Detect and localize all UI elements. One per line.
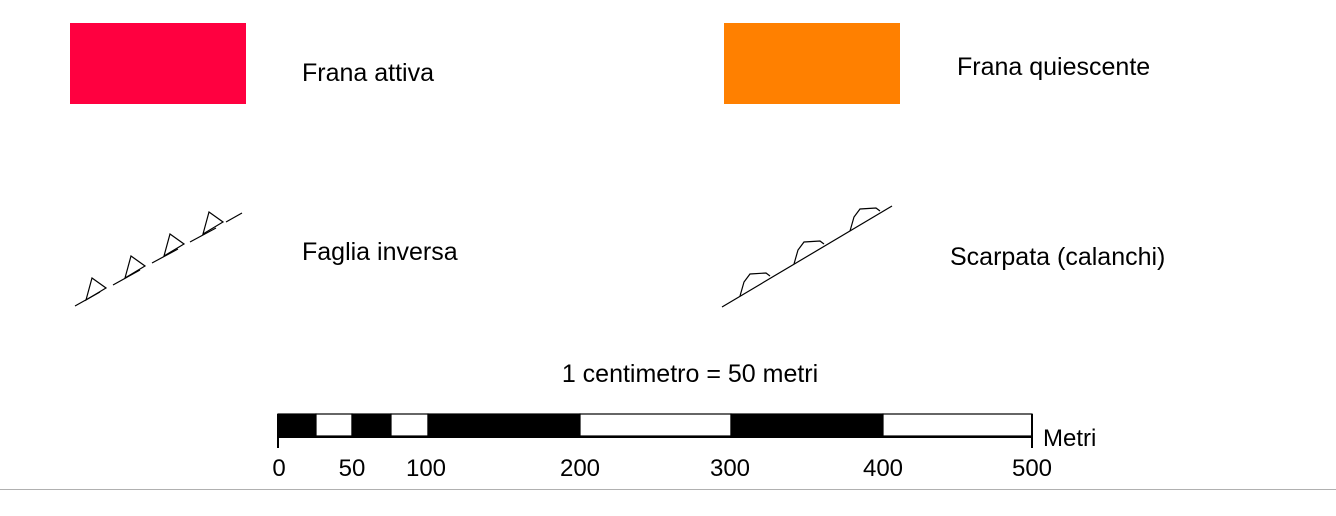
scarp-icon — [721, 205, 893, 308]
scale-segment — [390, 413, 429, 437]
scale-tick-500: 500 — [1011, 455, 1053, 482]
scale-tick-400: 400 — [862, 455, 904, 482]
scale-tick-0: 0 — [272, 455, 286, 482]
reverse-fault-label: Faglia inversa — [302, 238, 458, 266]
scale-caption: 1 centimetro = 50 metri — [561, 360, 819, 388]
quiescent-landslide-label: Frana quiescente — [957, 53, 1151, 81]
scale-segment — [579, 413, 732, 437]
scale-tick-200: 200 — [559, 455, 601, 482]
active-landslide-swatch — [70, 23, 246, 104]
scale-segment — [315, 413, 353, 437]
divider — [0, 489, 1336, 490]
scale-segment — [277, 413, 317, 437]
scale-tick-300: 300 — [709, 455, 751, 482]
reverse-fault-icon — [74, 211, 243, 307]
active-landslide-label: Frana attiva — [302, 59, 435, 87]
scale-segment — [351, 413, 392, 437]
scale-segment — [882, 413, 1033, 437]
scale-tick-100: 100 — [405, 455, 447, 482]
quiescent-landslide-swatch — [724, 23, 900, 104]
scale-segment — [427, 413, 581, 437]
scale-segment — [730, 413, 884, 437]
scale-tick-50: 50 — [338, 455, 366, 482]
scale-unit: Metri — [1043, 425, 1097, 452]
scarp-label: Scarpata (calanchi) — [950, 243, 1166, 271]
